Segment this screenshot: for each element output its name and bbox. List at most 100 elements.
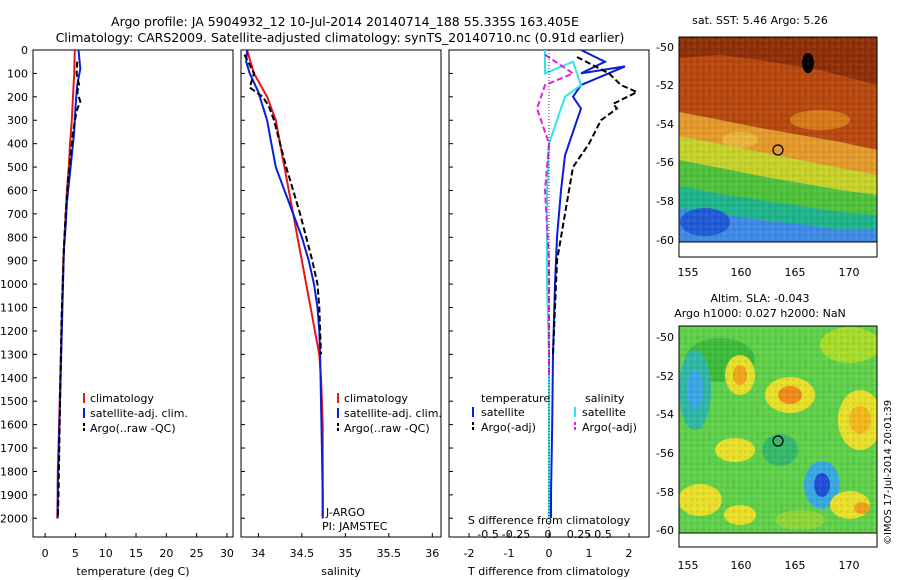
map-ytick-label: -50 [656, 331, 674, 344]
sst-map-ticks: 155 160 165 170 -50 -52 -54 -56 -58 -60 [656, 41, 859, 279]
legend-label: satellite [582, 406, 626, 419]
map-ytick-label: -56 [656, 156, 674, 169]
map-ytick-label: -56 [656, 447, 674, 460]
x-tick-label: 10 [99, 547, 113, 560]
x-tick-label: 36 [425, 547, 439, 560]
x-tick-label: 5 [72, 547, 79, 560]
x-tick-label: -2 [464, 547, 475, 560]
series-line-argo [243, 54, 322, 355]
map-ytick-label: -52 [656, 370, 674, 383]
x-tick-label: 34.5 [290, 547, 315, 560]
sla-map-ticks: 155 160 165 170 -50 -52 -54 -56 -58 -60 [656, 331, 859, 572]
series-line-satellite [550, 49, 626, 519]
x-tick-label: 1 [586, 547, 593, 560]
x-tick-label: -1 [504, 547, 515, 560]
sla-map-title-line2: Argo h1000: 0.027 h2000: NaN [674, 307, 846, 320]
y-tick-label: 1800 [0, 465, 28, 478]
map-xtick-label: 155 [678, 559, 699, 572]
temperature-xlabel: temperature (deg C) [76, 565, 189, 578]
map-xtick-label: 155 [678, 266, 699, 279]
series-line-argo [552, 56, 640, 355]
x-tick-label: 25 [190, 547, 204, 560]
legend-label: Argo(..raw -QC) [344, 422, 430, 435]
top-tick-label: 0 [545, 528, 552, 541]
y-tick-label: 400 [7, 138, 28, 151]
map-xtick-label: 165 [785, 559, 806, 572]
map-xtick-label: 170 [839, 266, 860, 279]
sst-map-blank-strip [678, 241, 878, 258]
series-line-satellite [245, 49, 324, 519]
map-ytick-label: -58 [656, 195, 674, 208]
sst-map-title: sat. SST: 5.46 Argo: 5.26 [692, 14, 828, 27]
map-xtick-label: 170 [839, 559, 860, 572]
top-tick-label: 0.5 [594, 528, 612, 541]
y-tick-label: 1400 [0, 372, 28, 385]
series-line-argo_salinity [535, 53, 576, 378]
map-xtick-label: 160 [731, 266, 752, 279]
map-ytick-label: -52 [656, 79, 674, 92]
legend-label: satellite [481, 406, 525, 419]
series-line-sat_salinity [544, 50, 583, 519]
sla-map-image [679, 326, 877, 533]
y-tick-label: 900 [7, 255, 28, 268]
x-tick-label: 0 [546, 547, 553, 560]
difference-lines [535, 49, 640, 519]
series-line-climatology [246, 49, 324, 519]
y-tick-label: 1500 [0, 395, 28, 408]
y-tick-label: 1200 [0, 325, 28, 338]
map-ytick-label: -50 [656, 41, 674, 54]
temperature-legend: climatology satellite-adj. clim. Argo(..… [83, 392, 188, 435]
map-xtick-label: 160 [731, 559, 752, 572]
salinity-legend: climatology satellite-adj. clim. Argo(..… [322, 392, 442, 533]
x-tick-label: 34 [251, 547, 265, 560]
map-ytick-label: -60 [656, 234, 674, 247]
legend-label: climatology [344, 392, 408, 405]
y-tick-label: 100 [7, 67, 28, 80]
sla-map-title-line1: Altim. SLA: -0.043 [710, 292, 809, 305]
y-tick-label: 1000 [0, 278, 28, 291]
figure-title-line1: Argo profile: JA 5904932_12 10-Jul-2014 … [111, 14, 579, 29]
imos-credit: ©IMOS 17-Jul-2014 20:01:39 [883, 400, 894, 545]
x-tick-label: 0 [42, 547, 49, 560]
y-tick-label: 1300 [0, 348, 28, 361]
y-tick-label: 800 [7, 231, 28, 244]
y-tick-label: 1600 [0, 419, 28, 432]
y-tick-label: 0 [21, 44, 28, 57]
map-ytick-label: -54 [656, 118, 674, 131]
legend-title-salinity: salinity [585, 392, 625, 405]
y-tick-label: 600 [7, 184, 28, 197]
temperature-lines [56, 49, 82, 519]
salinity-annotation-pi: PI: JAMSTEC [322, 520, 388, 533]
x-tick-label: 2 [626, 547, 633, 560]
legend-label: Argo(..raw -QC) [90, 422, 176, 435]
difference-xlabel-top: S difference from climatology [468, 514, 631, 527]
map-ytick-label: -54 [656, 408, 674, 421]
sst-map-argo-marker [772, 144, 784, 156]
y-tick-label: 2000 [0, 512, 28, 525]
salinity-annotation-jargo: J-ARGO [325, 506, 365, 519]
y-tick-label: 1100 [0, 302, 28, 315]
sla-map-argo-marker [772, 435, 784, 447]
y-tick-label: 200 [7, 91, 28, 104]
series-line-satellite [56, 49, 82, 519]
legend-label: satellite-adj. clim. [90, 407, 188, 420]
figure-title-line2: Climatology: CARS2009. Satellite-adjuste… [56, 30, 625, 45]
top-tick-label: -0.25 [502, 528, 530, 541]
y-tick-label: 300 [7, 114, 28, 127]
legend-label: Argo(-adj) [582, 421, 637, 434]
sst-map-image [679, 37, 877, 242]
x-tick-label: 30 [220, 547, 234, 560]
x-tick-label: 35.5 [377, 547, 402, 560]
map-ytick-label: -60 [656, 524, 674, 537]
y-tick-label: 500 [7, 161, 28, 174]
top-tick-label: 0.25 [567, 528, 592, 541]
sla-map-blank-strip [678, 532, 878, 548]
legend-label: climatology [90, 392, 154, 405]
legend-label: Argo(-adj) [481, 421, 536, 434]
difference-top-ticks: -0.5 -0.25 0 0.25 0.5 [477, 528, 611, 541]
difference-xlabel: T difference from climatology [467, 565, 630, 578]
y-tick-label: 1900 [0, 489, 28, 502]
legend-title-temperature: temperature [481, 392, 550, 405]
salinity-xlabel: salinity [321, 565, 361, 578]
